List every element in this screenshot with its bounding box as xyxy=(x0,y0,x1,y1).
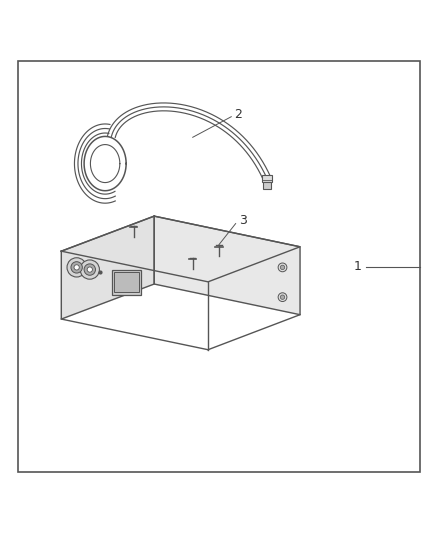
Circle shape xyxy=(280,265,285,270)
Polygon shape xyxy=(154,216,300,314)
Circle shape xyxy=(71,262,82,273)
Circle shape xyxy=(67,258,86,277)
Circle shape xyxy=(74,265,79,270)
Text: 2: 2 xyxy=(234,108,242,121)
Text: 1: 1 xyxy=(354,260,362,273)
Circle shape xyxy=(280,295,285,300)
Circle shape xyxy=(80,260,99,279)
Bar xyxy=(112,270,141,295)
Bar xyxy=(262,175,272,182)
Bar xyxy=(114,272,139,292)
Text: 3: 3 xyxy=(239,214,247,227)
Circle shape xyxy=(278,293,287,302)
Polygon shape xyxy=(61,216,300,282)
Circle shape xyxy=(278,263,287,272)
Bar xyxy=(263,182,272,189)
Circle shape xyxy=(84,264,95,275)
Polygon shape xyxy=(61,216,154,319)
Circle shape xyxy=(87,267,92,272)
